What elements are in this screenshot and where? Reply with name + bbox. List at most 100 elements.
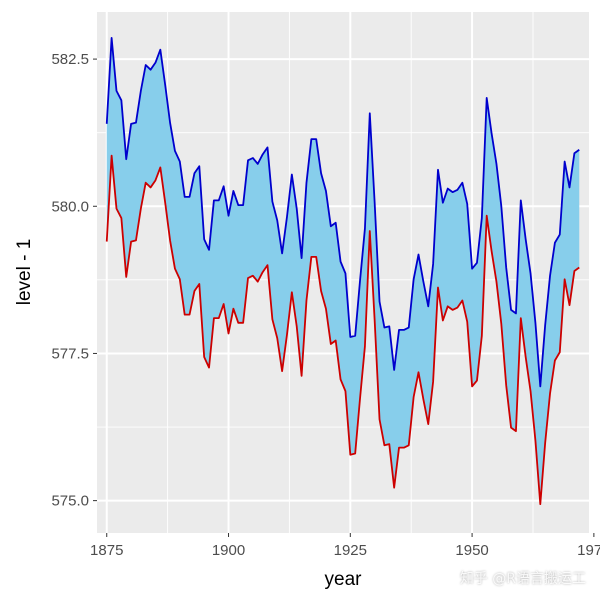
lower-point bbox=[467, 321, 468, 322]
lower-point bbox=[262, 272, 263, 273]
upper-point bbox=[545, 325, 546, 326]
upper-point bbox=[379, 301, 380, 302]
lower-point bbox=[311, 256, 312, 257]
lower-point bbox=[296, 326, 297, 327]
lower-point bbox=[106, 241, 107, 242]
lower-point bbox=[535, 440, 536, 441]
lower-point bbox=[252, 275, 253, 276]
upper-point bbox=[135, 122, 136, 123]
upper-point bbox=[306, 182, 307, 183]
upper-point bbox=[345, 273, 346, 274]
upper-point bbox=[579, 149, 580, 150]
upper-point bbox=[296, 208, 297, 209]
upper-point bbox=[243, 204, 244, 205]
lower-point bbox=[359, 398, 360, 399]
upper-point bbox=[121, 100, 122, 101]
upper-point bbox=[510, 309, 511, 310]
upper-point bbox=[564, 161, 565, 162]
upper-point bbox=[165, 84, 166, 85]
lower-point bbox=[442, 320, 443, 321]
upper-point bbox=[442, 202, 443, 203]
lower-point bbox=[413, 396, 414, 397]
lower-point bbox=[325, 308, 326, 309]
upper-point bbox=[291, 174, 292, 175]
lower-point bbox=[423, 399, 424, 400]
upper-point bbox=[257, 163, 258, 164]
lower-point bbox=[579, 267, 580, 268]
upper-point bbox=[486, 97, 487, 98]
upper-point bbox=[325, 190, 326, 191]
upper-point bbox=[330, 226, 331, 227]
lower-point bbox=[408, 445, 409, 446]
lower-point bbox=[204, 356, 205, 357]
upper-point bbox=[277, 220, 278, 221]
upper-point bbox=[408, 327, 409, 328]
upper-point bbox=[569, 187, 570, 188]
upper-point bbox=[413, 279, 414, 280]
lower-point bbox=[340, 379, 341, 380]
lower-point bbox=[481, 335, 482, 336]
lower-point bbox=[320, 290, 321, 291]
ribbon-area bbox=[106, 37, 580, 505]
lower-point bbox=[140, 208, 141, 209]
upper-point bbox=[194, 173, 195, 174]
lower-point bbox=[394, 487, 395, 488]
lower-point bbox=[452, 309, 453, 310]
lower-point bbox=[437, 287, 438, 288]
upper-point bbox=[428, 306, 429, 307]
y-tick-label: 577.5 bbox=[51, 345, 89, 362]
upper-point bbox=[423, 281, 424, 282]
lower-point bbox=[165, 202, 166, 203]
upper-point bbox=[111, 37, 112, 38]
series-line-lower bbox=[105, 154, 580, 506]
x-axis-title: year bbox=[325, 569, 363, 590]
lower-point bbox=[355, 453, 356, 454]
lower-point bbox=[272, 319, 273, 320]
lower-point bbox=[569, 305, 570, 306]
lower-point bbox=[559, 352, 560, 353]
lower-point bbox=[374, 320, 375, 321]
lower-point bbox=[506, 385, 507, 386]
upper-point bbox=[247, 160, 248, 161]
lower-point bbox=[540, 504, 541, 505]
lower-point bbox=[238, 322, 239, 323]
upper-point bbox=[350, 336, 351, 337]
lower-point bbox=[496, 281, 497, 282]
upper-point bbox=[364, 228, 365, 229]
lower-point bbox=[491, 250, 492, 251]
upper-point bbox=[311, 139, 312, 140]
lower-point bbox=[486, 215, 487, 216]
upper-point bbox=[549, 275, 550, 276]
lower-point bbox=[150, 187, 151, 188]
upper-point bbox=[398, 329, 399, 330]
lower-point bbox=[564, 279, 565, 280]
lower-point bbox=[267, 265, 268, 266]
lower-point bbox=[433, 381, 434, 382]
lower-point bbox=[369, 230, 370, 231]
lower-point bbox=[515, 431, 516, 432]
lower-point bbox=[145, 182, 146, 183]
x-tick-label: 1900 bbox=[212, 542, 245, 559]
upper-point bbox=[554, 242, 555, 243]
lower-point bbox=[223, 303, 224, 304]
lower-point bbox=[174, 268, 175, 269]
upper-point bbox=[369, 113, 370, 114]
lower-point bbox=[525, 356, 526, 357]
lower-point bbox=[243, 322, 244, 323]
lower-point bbox=[247, 277, 248, 278]
upper-point bbox=[525, 239, 526, 240]
lower-point bbox=[330, 343, 331, 344]
lower-point bbox=[379, 419, 380, 420]
upper-point bbox=[433, 263, 434, 264]
lower-point bbox=[155, 180, 156, 181]
lower-point bbox=[471, 386, 472, 387]
upper-point bbox=[155, 62, 156, 63]
upper-point bbox=[208, 249, 209, 250]
lower-point bbox=[282, 371, 283, 372]
lower-point bbox=[189, 314, 190, 315]
lower-point bbox=[218, 318, 219, 319]
lower-point bbox=[549, 393, 550, 394]
upper-point bbox=[374, 202, 375, 203]
